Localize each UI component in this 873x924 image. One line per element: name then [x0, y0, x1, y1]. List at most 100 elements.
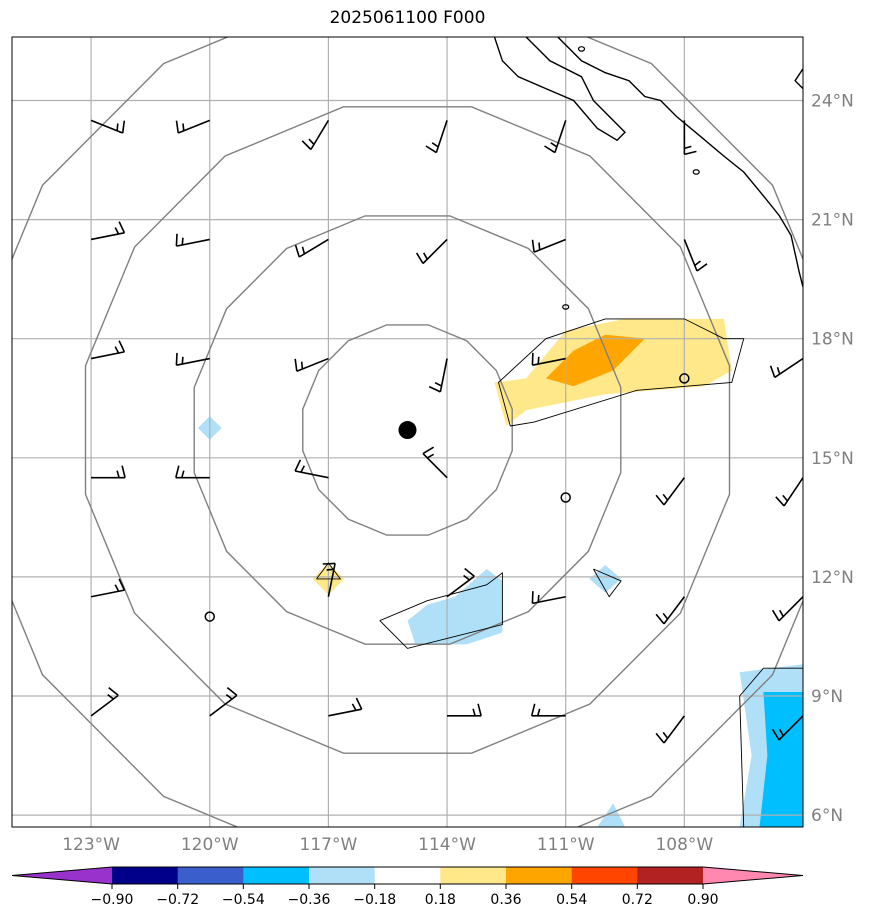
- colorbar-tick-label: 0.90: [687, 892, 718, 908]
- colorbar-segment: [571, 867, 638, 884]
- lat-tick-label: 12°N: [811, 568, 854, 588]
- barb-flag: [531, 352, 534, 366]
- wind-barb: [655, 596, 685, 625]
- barb-shaft: [554, 120, 567, 153]
- barb-flag: [326, 568, 334, 571]
- barb-flag: [301, 140, 312, 151]
- range-ring: [302, 324, 513, 536]
- barb-flag: [114, 227, 120, 235]
- barb-flag: [426, 453, 434, 459]
- barb-flag: [308, 138, 315, 145]
- barb-flag: [225, 693, 233, 700]
- barb-flag: [294, 459, 302, 472]
- barb-flag: [431, 142, 439, 148]
- lat-tick-label: 21°N: [811, 211, 854, 231]
- barb-flag: [118, 578, 126, 591]
- barb-flag: [118, 340, 126, 353]
- barb-flag: [175, 465, 180, 478]
- colorbar-tick-label: −0.18: [353, 892, 396, 908]
- wind-barb: [209, 686, 238, 717]
- colorbar-tick-label: −0.90: [91, 892, 134, 908]
- barb-flag: [121, 465, 126, 478]
- barb-flag: [294, 358, 298, 372]
- barb-flag: [351, 703, 357, 711]
- barb-flag: [121, 120, 126, 134]
- barb-flag: [116, 470, 120, 478]
- lat-tick-label: 9°N: [811, 687, 843, 707]
- lat-tick-label: 18°N: [811, 330, 854, 350]
- wind-barb: [90, 340, 126, 360]
- wind-barb: [328, 697, 363, 717]
- contour-line: [497, 318, 745, 427]
- island: [562, 304, 570, 310]
- wind-barb: [91, 465, 126, 479]
- wind-barb: [531, 238, 566, 253]
- wind-barb: [294, 238, 329, 258]
- barb-flag: [531, 239, 535, 253]
- barb-flag: [782, 494, 789, 502]
- barb-shaft: [663, 596, 685, 625]
- calm-wind-circle: [204, 611, 215, 622]
- wind-barb: [447, 703, 482, 717]
- colorbar-tick-label: −0.36: [288, 892, 331, 908]
- barb-shaft: [683, 239, 698, 272]
- barb-flag: [355, 697, 363, 710]
- wind-barb: [769, 357, 803, 379]
- barb-flag: [415, 252, 424, 264]
- wind-barb: [422, 446, 448, 479]
- barb-shaft: [778, 596, 803, 622]
- barb-flag: [175, 120, 179, 134]
- colorbar-segment: [637, 867, 704, 884]
- barb-shaft: [176, 238, 210, 247]
- barb-shaft: [90, 119, 123, 134]
- wind-barb: [683, 239, 708, 272]
- colorbar-tick-label: 0.54: [556, 892, 587, 908]
- wind-barb: [415, 238, 448, 265]
- wind-barb: [90, 221, 126, 241]
- barb-flag: [771, 609, 780, 622]
- barb-flag: [472, 708, 476, 717]
- barb-flag: [464, 567, 475, 577]
- barb-flag: [531, 591, 534, 604]
- barb-shaft: [435, 120, 448, 153]
- barb-shaft: [802, 120, 803, 123]
- barb-flag: [108, 686, 119, 697]
- colorbar-segment: [374, 867, 441, 884]
- lon-tick-label: 114°W: [418, 835, 476, 855]
- barb-flag: [530, 703, 536, 716]
- barb-flag: [537, 356, 540, 365]
- barb-shaft: [294, 470, 329, 479]
- coastline: [794, 68, 803, 90]
- barb-flag: [463, 574, 470, 581]
- barb-flag: [684, 150, 697, 156]
- range-ring: [84, 106, 731, 754]
- wind-barb: [446, 567, 475, 598]
- barb-flag: [175, 233, 178, 247]
- filled-region: [494, 318, 732, 426]
- island: [692, 169, 700, 175]
- wind-barb: [802, 120, 827, 151]
- barb-flag: [537, 594, 540, 603]
- barb-flag: [655, 494, 665, 506]
- barb-flag: [818, 143, 827, 151]
- barb-flag: [655, 613, 665, 625]
- barb-flag: [776, 366, 781, 375]
- barb-shaft: [439, 358, 448, 393]
- barb-shaft: [663, 477, 685, 506]
- lon-tick-label: 108°W: [655, 835, 713, 855]
- barb-flag: [550, 142, 558, 148]
- wind-barb: [175, 465, 210, 479]
- wind-barb: [425, 120, 448, 154]
- barb-flag: [182, 123, 185, 131]
- barb-flag: [181, 237, 184, 246]
- barb-shaft: [296, 357, 329, 372]
- colorbar-tick-label: 0.72: [622, 892, 653, 908]
- lat-tick-label: 15°N: [811, 449, 854, 469]
- contour-line: [379, 571, 503, 649]
- barb-flag: [477, 703, 482, 716]
- wind-barb: [655, 715, 685, 744]
- barb-shaft: [532, 357, 566, 366]
- colorbar-segment: [112, 867, 179, 884]
- wind-barb: [322, 562, 336, 597]
- barb-shaft: [422, 238, 448, 265]
